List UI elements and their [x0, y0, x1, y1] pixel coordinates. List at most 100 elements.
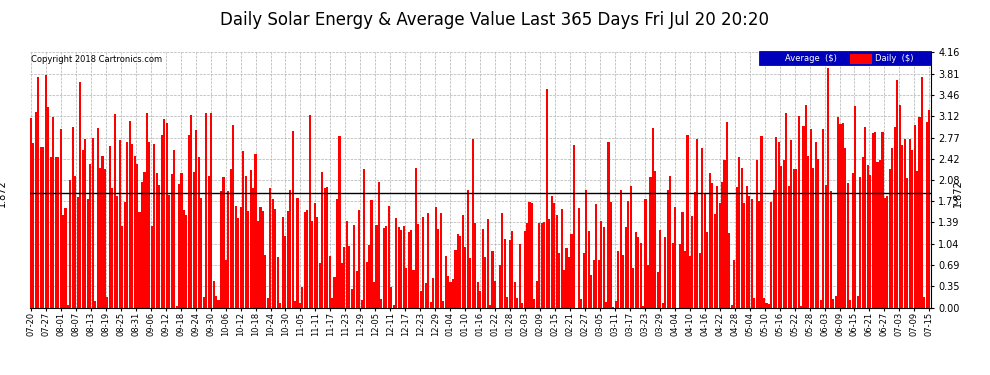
- Bar: [760, 136, 762, 308]
- Bar: [471, 140, 474, 308]
- Bar: [329, 256, 331, 307]
- Bar: [106, 297, 109, 307]
- Bar: [334, 277, 336, 308]
- Bar: [344, 247, 346, 308]
- Bar: [139, 211, 141, 308]
- Bar: [785, 113, 787, 308]
- Bar: [588, 231, 590, 308]
- Bar: [778, 142, 780, 308]
- Bar: [215, 297, 217, 307]
- Bar: [57, 157, 59, 308]
- Bar: [686, 135, 688, 308]
- Bar: [550, 196, 552, 308]
- Bar: [228, 191, 230, 308]
- Bar: [545, 89, 547, 308]
- Bar: [153, 144, 155, 308]
- Bar: [319, 263, 321, 308]
- Bar: [573, 145, 575, 308]
- Bar: [484, 257, 486, 307]
- Bar: [929, 110, 931, 308]
- Bar: [734, 260, 736, 308]
- Bar: [531, 202, 533, 308]
- Bar: [185, 214, 187, 308]
- Bar: [408, 232, 410, 308]
- Bar: [339, 136, 341, 308]
- Bar: [568, 257, 570, 307]
- Bar: [896, 80, 898, 308]
- Bar: [178, 184, 180, 308]
- Bar: [326, 188, 328, 308]
- Bar: [919, 117, 921, 308]
- Bar: [126, 142, 129, 308]
- Bar: [413, 270, 415, 308]
- Bar: [433, 278, 435, 308]
- Bar: [269, 188, 271, 308]
- Bar: [613, 307, 615, 308]
- Bar: [183, 210, 185, 308]
- Bar: [916, 171, 918, 308]
- Bar: [886, 196, 888, 308]
- Bar: [72, 128, 74, 308]
- Bar: [474, 223, 476, 308]
- Bar: [644, 200, 646, 308]
- Bar: [213, 281, 215, 308]
- Bar: [743, 203, 745, 308]
- Bar: [849, 300, 851, 307]
- Bar: [155, 173, 157, 308]
- Bar: [805, 105, 807, 308]
- Bar: [491, 251, 494, 308]
- Bar: [770, 202, 772, 308]
- Bar: [638, 237, 640, 308]
- Bar: [709, 173, 711, 308]
- Bar: [909, 139, 911, 308]
- Bar: [238, 218, 240, 308]
- Bar: [119, 140, 121, 308]
- Bar: [874, 132, 876, 308]
- Bar: [729, 233, 731, 308]
- Bar: [661, 303, 664, 307]
- Bar: [818, 159, 820, 308]
- Bar: [423, 217, 425, 308]
- Text: 1.872: 1.872: [953, 179, 963, 207]
- Bar: [793, 170, 795, 308]
- Bar: [440, 213, 442, 308]
- Bar: [664, 237, 666, 308]
- Bar: [111, 188, 114, 308]
- Bar: [136, 164, 139, 308]
- Bar: [578, 208, 580, 308]
- Bar: [711, 183, 713, 308]
- Bar: [827, 68, 830, 308]
- Bar: [610, 202, 612, 308]
- Bar: [659, 230, 661, 308]
- Bar: [583, 253, 585, 308]
- Bar: [445, 256, 446, 307]
- Bar: [114, 114, 116, 308]
- Bar: [844, 148, 846, 308]
- Bar: [375, 225, 377, 308]
- Bar: [240, 207, 242, 308]
- Bar: [904, 140, 906, 308]
- Bar: [696, 139, 698, 308]
- Bar: [716, 186, 718, 308]
- Bar: [822, 129, 825, 308]
- Bar: [459, 236, 461, 308]
- Bar: [628, 201, 630, 308]
- Bar: [842, 123, 844, 308]
- Bar: [245, 176, 247, 308]
- Bar: [521, 303, 523, 307]
- Bar: [894, 127, 896, 308]
- Bar: [40, 147, 42, 308]
- Bar: [871, 132, 873, 308]
- Bar: [881, 132, 883, 308]
- Bar: [395, 217, 397, 308]
- Bar: [428, 213, 430, 308]
- Bar: [765, 303, 767, 307]
- Bar: [605, 302, 607, 307]
- Bar: [165, 123, 167, 308]
- Bar: [289, 190, 291, 308]
- Bar: [654, 171, 656, 308]
- Bar: [851, 173, 854, 308]
- Bar: [109, 146, 111, 308]
- Bar: [768, 304, 770, 307]
- Bar: [640, 243, 642, 308]
